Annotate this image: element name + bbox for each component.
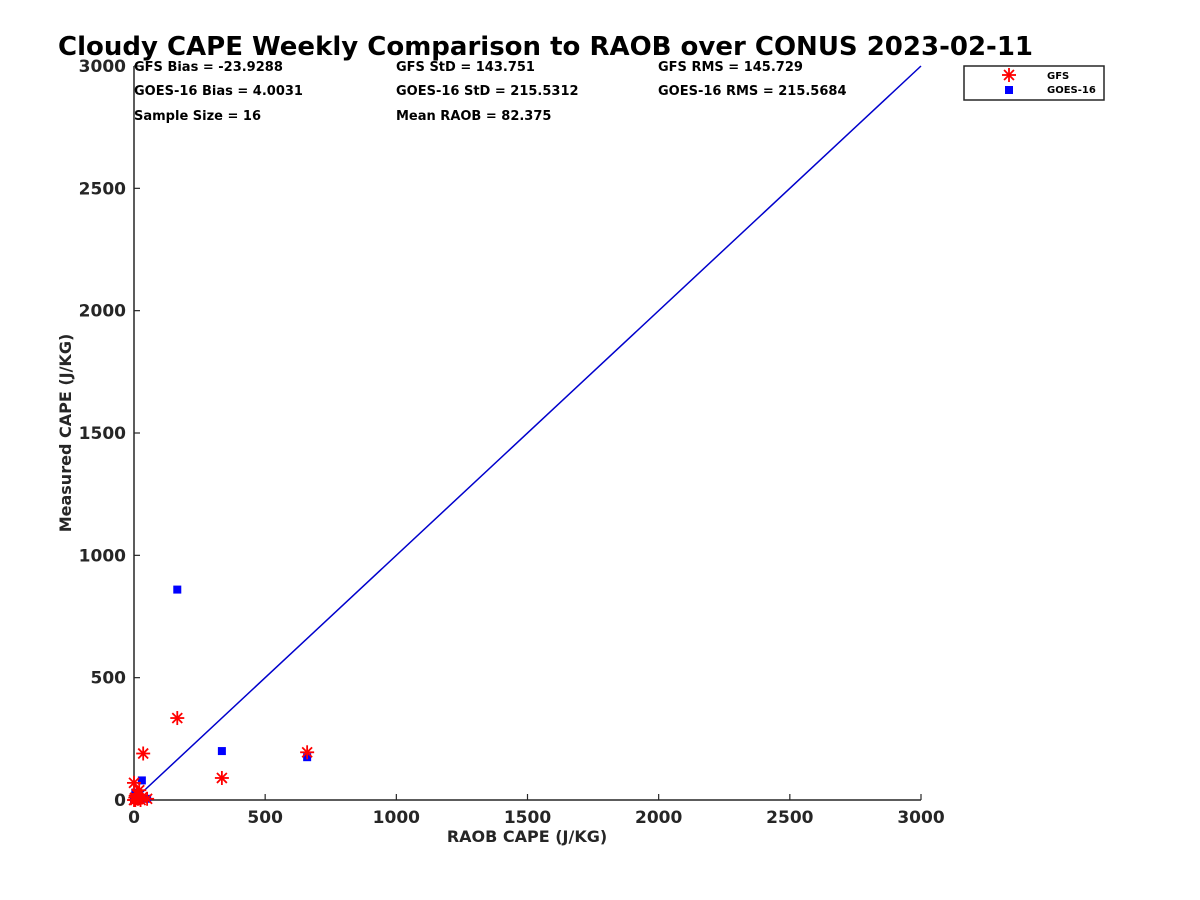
- goes16-point: [217, 747, 226, 756]
- x-ticks: 0 500 1000 1500 2000 2500 3000: [128, 794, 945, 828]
- y-tick-label: 1500: [79, 424, 126, 444]
- stat-goes-bias: GOES-16 Bias = 4.0031: [134, 84, 303, 99]
- legend-box: [963, 65, 1105, 101]
- goes16-point: [137, 776, 146, 785]
- x-tick-label: 1500: [504, 808, 551, 828]
- stat-mean-raob: Mean RAOB = 82.375: [396, 109, 551, 124]
- stat-sample-size: Sample Size = 16: [134, 109, 261, 124]
- stat-goes-std: GOES-16 StD = 215.5312: [396, 84, 579, 99]
- y-ticks: 0 500 1000 1500 2000 2500 3000: [79, 57, 140, 811]
- chart-title: Cloudy CAPE Weekly Comparison to RAOB ov…: [58, 32, 1033, 62]
- gfs-point: [214, 770, 229, 785]
- gfs-point: [1002, 68, 1016, 82]
- y-tick-label: 3000: [79, 57, 126, 77]
- x-axis-label: RAOB CAPE (J/KG): [447, 827, 607, 846]
- legend-gfs-label: GFS: [1047, 71, 1069, 82]
- legend-goes-marker: [1005, 86, 1013, 94]
- gfs-point: [136, 746, 151, 761]
- gfs-point: [133, 793, 148, 807]
- legend-goes-label: GOES-16: [1047, 85, 1096, 96]
- stat-gfs-std: GFS StD = 143.751: [396, 60, 535, 75]
- legend-gfs-marker: [1002, 68, 1016, 82]
- y-axis-label: Measured CAPE (J/KG): [56, 334, 75, 533]
- x-tick-label: 3000: [897, 808, 944, 828]
- gfs-point: [127, 775, 141, 790]
- goes16-series: [130, 585, 312, 804]
- goes16-point: [173, 585, 182, 594]
- y-tick-label: 2500: [79, 179, 126, 199]
- y-tick-label: 1000: [79, 546, 126, 566]
- x-tick-label: 500: [247, 808, 283, 828]
- gfs-series: [127, 711, 315, 807]
- x-tick-label: 2500: [766, 808, 813, 828]
- x-tick-label: 2000: [635, 808, 682, 828]
- x-tick-label: 1000: [373, 808, 420, 828]
- gfs-point: [300, 745, 315, 760]
- stat-gfs-bias: GFS Bias = -23.9288: [134, 60, 283, 75]
- x-tick-label: 0: [128, 808, 140, 828]
- y-tick-label: 2000: [79, 302, 126, 322]
- legend: GFS GOES-16: [963, 65, 1105, 101]
- stat-goes-rms: GOES-16 RMS = 215.5684: [658, 84, 847, 99]
- stat-gfs-rms: GFS RMS = 145.729: [658, 60, 803, 75]
- y-tick-label: 0: [114, 791, 126, 811]
- one-to-one-line: [133, 65, 922, 801]
- y-tick-label: 500: [91, 669, 127, 689]
- gfs-point: [170, 711, 185, 726]
